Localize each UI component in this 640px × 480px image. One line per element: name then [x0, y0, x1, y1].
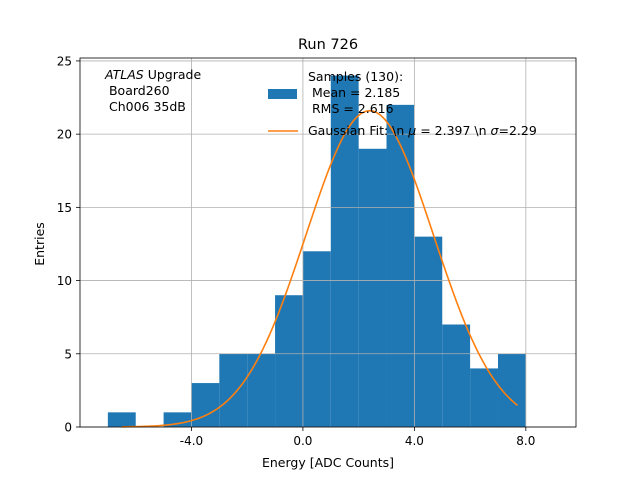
- annotation-upgrade: Upgrade: [148, 67, 202, 82]
- legend-histogram-swatch: [268, 89, 297, 99]
- histogram-bar: [358, 148, 387, 428]
- histogram-bar: [107, 412, 136, 427]
- atlas-annotation: ATLAS Upgrade Board260 Ch006 35dB: [104, 67, 201, 114]
- y-tick-label: 0: [64, 421, 72, 435]
- atlas-label: ATLAS: [104, 67, 144, 82]
- legend-fit-middle: = 2.397 \n: [416, 123, 490, 138]
- y-tick-label: 25: [57, 54, 72, 68]
- plot-frame: [79, 57, 577, 428]
- y-tick-label: 5: [64, 347, 72, 361]
- legend-histogram-line-3: RMS = 2.616: [308, 101, 394, 116]
- legend-fit-sigma: σ: [491, 123, 500, 138]
- y-tick-label: 10: [57, 274, 72, 288]
- x-tick-label: 4.0: [405, 434, 424, 448]
- histogram-bar: [275, 295, 303, 427]
- gaussian-fit-curve: [121, 109, 518, 428]
- y-axis-ticks: 0 5 10 15 20 25: [57, 54, 80, 435]
- x-tick-label: -4.0: [180, 434, 203, 448]
- y-axis-label: Entries: [32, 222, 47, 266]
- annotation-line-3: Ch006 35dB: [105, 99, 186, 114]
- legend-fit-suffix: =2.29: [498, 123, 536, 138]
- legend-histogram-line-2: Mean = 2.185: [308, 85, 400, 100]
- chart-title: Run 726: [298, 37, 358, 53]
- histogram-bar: [302, 251, 331, 427]
- y-tick-label: 20: [57, 128, 72, 142]
- histogram-bar: [191, 383, 220, 427]
- x-axis-label: Energy [ADC Counts]: [262, 455, 394, 470]
- histogram-bar: [386, 104, 415, 427]
- legend-histogram-line-1: Samples (130):: [308, 69, 403, 84]
- histogram-bar: [163, 412, 192, 427]
- legend: Samples (130): Mean = 2.185 RMS = 2.616 …: [268, 69, 537, 138]
- histogram-bar: [247, 353, 276, 427]
- annotation-line-2: Board260: [105, 83, 170, 98]
- x-axis-ticks: -4.0 0.0 4.0 8.0: [180, 427, 535, 448]
- histogram-bar: [470, 368, 498, 427]
- x-tick-label: 8.0: [516, 434, 535, 448]
- histogram-bar: [414, 236, 443, 427]
- legend-fit-prefix: Gaussian Fit: \n: [308, 123, 408, 138]
- legend-fit-label: Gaussian Fit: \n μ = 2.397 \n σ=2.29: [308, 123, 537, 138]
- x-tick-label: 0.0: [293, 434, 312, 448]
- y-tick-label: 15: [57, 201, 72, 215]
- annotation-line-1: ATLAS Upgrade: [104, 67, 201, 82]
- histogram-bar: [219, 353, 248, 427]
- legend-fit-mu: μ: [407, 123, 416, 138]
- histogram-bar: [442, 324, 471, 427]
- fit-curve-layer: [121, 109, 518, 428]
